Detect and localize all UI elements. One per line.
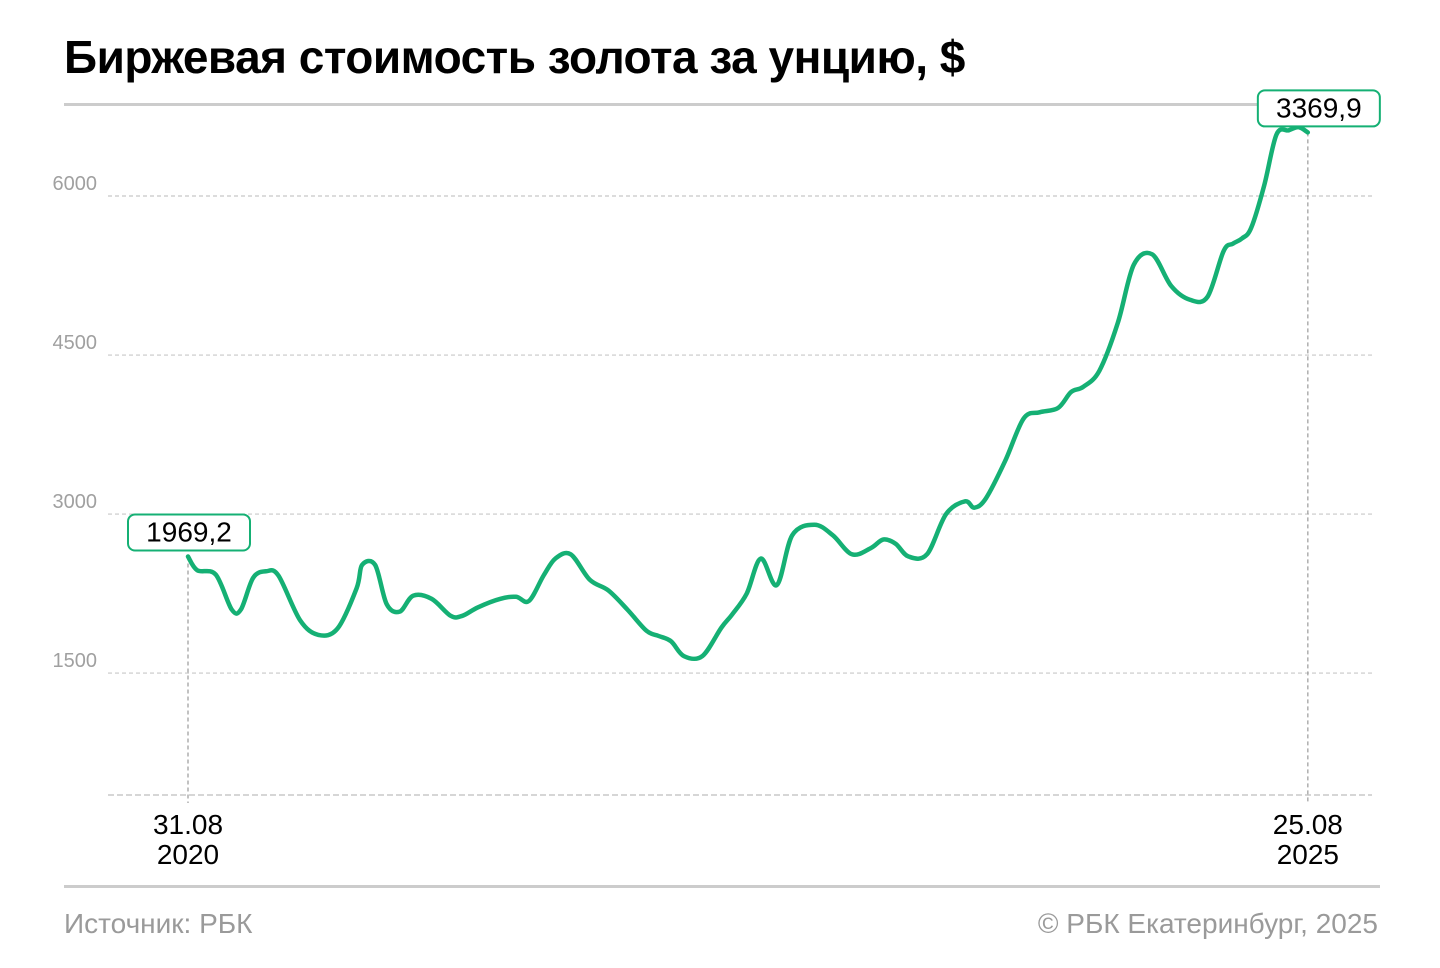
top-rule <box>64 103 1380 106</box>
series-line <box>185 124 1311 662</box>
bottom-rule <box>64 885 1380 888</box>
source-note: Источник: РБК <box>64 908 253 939</box>
chart-title: Биржевая стоимость золота за унцию, $ <box>64 31 965 83</box>
annotation-box <box>127 513 251 552</box>
x-tick-label-date: 25.08 <box>1273 809 1343 840</box>
x-tick-label-year: 2020 <box>157 839 219 870</box>
x-tick-label-year: 2025 <box>1277 839 1339 870</box>
copyright-note: © РБК Екатеринбург, 2025 <box>1037 908 1378 939</box>
annotation-label: 3369,9 <box>1276 92 1362 123</box>
series-layer <box>185 124 1311 662</box>
annotation-label: 1969,2 <box>146 516 232 547</box>
grid-layer <box>108 132 1372 803</box>
x-tick-label-date: 31.08 <box>153 809 223 840</box>
y-tick-label: 1500 <box>53 650 98 672</box>
y-tick-label: 6000 <box>53 173 98 195</box>
annotation-box <box>1256 89 1381 128</box>
annotations-layer: 1969,2 3369,9 <box>127 89 1381 552</box>
y-axis-ticks: 1500 3000 4500 6000 <box>53 173 98 672</box>
y-tick-label: 3000 <box>53 491 98 513</box>
y-tick-label: 4500 <box>53 332 98 354</box>
